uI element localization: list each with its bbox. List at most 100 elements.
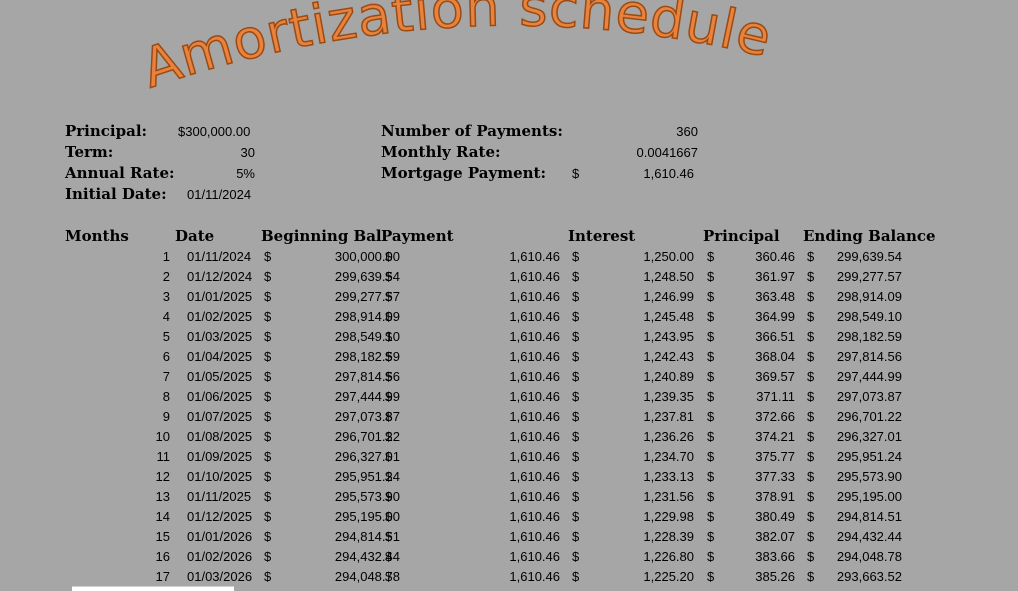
table-row: 14 01/12/2025 $295,195.00 $1,610.46 $1,229.9… xyxy=(0,507,1018,527)
interest-cell: 1,242.43 xyxy=(643,349,694,364)
beginning-bal-cell: 299,639.54 xyxy=(334,269,400,284)
ending-balance-currency: $ xyxy=(807,389,815,404)
payment-cell: 1,610.46 xyxy=(509,429,560,444)
date-cell: 01/12/2024 xyxy=(187,269,253,284)
interest-currency: $ xyxy=(572,489,580,504)
beginning-bal-cell: 298,182.59 xyxy=(334,349,400,364)
payment-cell: 1,610.46 xyxy=(509,329,560,344)
ending-balance-currency: $ xyxy=(807,529,815,544)
month-cell: 15 xyxy=(155,529,170,544)
ending-balance-currency: $ xyxy=(807,329,815,344)
ending-balance-currency: $ xyxy=(807,489,815,504)
payment-currency: $ xyxy=(385,429,393,444)
month-cell: 1 xyxy=(162,249,170,264)
payment-cell: 1,610.46 xyxy=(509,409,560,424)
beginning-bal-currency: $ xyxy=(264,289,272,304)
date-cell: 01/02/2026 xyxy=(187,549,253,564)
principal-cell: 377.33 xyxy=(755,469,795,484)
table-row: 7 01/05/2025 $297,814.56 $1,610.46 $1,240.89… xyxy=(0,367,1018,387)
interest-cell: 1,250.00 xyxy=(643,249,694,264)
month-cell: 4 xyxy=(162,309,170,324)
principal-cell: 366.51 xyxy=(755,329,795,344)
table-row: 12 01/10/2025 $295,951.24 $1,610.46 $1,233.1… xyxy=(0,467,1018,487)
beginning-bal-currency: $ xyxy=(264,549,272,564)
payment-cell: 1,610.46 xyxy=(509,289,560,304)
table-row: 5 01/03/2025 $298,549.10 $1,610.46 $1,243.95… xyxy=(0,327,1018,347)
payment-currency: $ xyxy=(385,349,393,364)
month-cell: 11 xyxy=(156,449,171,464)
header-months: Months xyxy=(65,227,129,245)
month-cell: 9 xyxy=(162,409,170,424)
beginning-bal-cell: 297,444.99 xyxy=(334,389,400,404)
date-cell: 01/06/2025 xyxy=(187,389,253,404)
month-cell: 7 xyxy=(162,369,170,384)
table-row: 3 01/01/2025 $299,277.57 $1,610.46 $1,246.99… xyxy=(0,287,1018,307)
month-cell: 2 xyxy=(162,269,170,284)
principal-currency: $ xyxy=(707,469,715,484)
ending-balance-currency: $ xyxy=(807,289,815,304)
beginning-bal-currency: $ xyxy=(264,569,272,584)
date-cell: 01/11/2024 xyxy=(187,249,252,264)
ending-balance-cell: 293,663.52 xyxy=(836,569,902,584)
principal-cell: 374.21 xyxy=(755,429,795,444)
payment-cell: 1,610.46 xyxy=(509,249,560,264)
principal-cell: 372.66 xyxy=(755,409,795,424)
table-row: 15 01/01/2026 $294,814.51 $1,610.46 $1,228.3… xyxy=(0,527,1018,547)
payment-currency: $ xyxy=(385,449,393,464)
month-cell: 16 xyxy=(155,549,170,564)
annual-rate-value: 5% xyxy=(236,166,255,181)
schedule-table-body: 1 01/11/2024 $300,000.00 $1,610.46 $1,250.00… xyxy=(0,247,1018,587)
interest-cell: 1,246.99 xyxy=(643,289,694,304)
ending-balance-currency: $ xyxy=(807,269,815,284)
num-payments-value: 360 xyxy=(676,124,698,139)
interest-currency: $ xyxy=(572,349,580,364)
principal-cell: 382.07 xyxy=(755,529,795,544)
beginning-bal-cell: 300,000.00 xyxy=(334,249,400,264)
principal-currency: $ xyxy=(707,529,715,544)
principal-currency: $ xyxy=(707,389,715,404)
ending-balance-currency: $ xyxy=(807,429,815,444)
principal-currency: $ xyxy=(707,269,715,284)
interest-cell: 1,239.35 xyxy=(643,389,694,404)
payment-currency: $ xyxy=(385,329,393,344)
interest-currency: $ xyxy=(572,529,580,544)
principal-currency: $ xyxy=(707,289,715,304)
date-cell: 01/01/2025 xyxy=(187,289,253,304)
payment-cell: 1,610.46 xyxy=(509,349,560,364)
table-row: 17 01/03/2026 $294,048.78 $1,610.46 $1,225.2… xyxy=(0,567,1018,587)
ending-balance-currency: $ xyxy=(807,569,815,584)
interest-currency: $ xyxy=(572,369,580,384)
interest-cell: 1,234.70 xyxy=(643,449,694,464)
payment-cell: 1,610.46 xyxy=(509,309,560,324)
num-payments-label: Number of Payments: xyxy=(381,122,563,140)
beginning-bal-cell: 296,327.01 xyxy=(334,449,400,464)
beginning-bal-currency: $ xyxy=(264,389,272,404)
ending-balance-cell: 298,549.10 xyxy=(836,309,902,324)
sheet-tab-stub[interactable] xyxy=(72,586,234,591)
principal-cell: 363.48 xyxy=(755,289,795,304)
date-cell: 01/07/2025 xyxy=(187,409,253,424)
principal-cell: 371.11 xyxy=(756,389,795,404)
ending-balance-cell: 295,573.90 xyxy=(836,469,902,484)
payment-currency: $ xyxy=(385,369,393,384)
term-value: 30 xyxy=(240,145,255,160)
ending-balance-cell: 298,182.59 xyxy=(836,329,902,344)
beginning-bal-cell: 294,814.51 xyxy=(334,529,400,544)
beginning-bal-currency: $ xyxy=(264,309,272,324)
payment-cell: 1,610.46 xyxy=(509,269,560,284)
ending-balance-currency: $ xyxy=(807,249,815,264)
beginning-bal-currency: $ xyxy=(264,469,272,484)
date-cell: 01/05/2025 xyxy=(187,369,253,384)
interest-cell: 1,240.89 xyxy=(643,369,694,384)
interest-cell: 1,245.48 xyxy=(643,309,694,324)
ending-balance-cell: 295,951.24 xyxy=(836,449,902,464)
beginning-bal-currency: $ xyxy=(264,329,272,344)
table-row: 16 01/02/2026 $294,432.44 $1,610.46 $1,226.8… xyxy=(0,547,1018,567)
month-cell: 10 xyxy=(155,429,170,444)
ending-balance-cell: 294,814.51 xyxy=(836,509,902,524)
principal-cell: 375.77 xyxy=(755,449,795,464)
beginning-bal-currency: $ xyxy=(264,269,272,284)
ending-balance-cell: 297,814.56 xyxy=(836,349,902,364)
principal-currency: $ xyxy=(707,509,715,524)
beginning-bal-currency: $ xyxy=(264,429,272,444)
